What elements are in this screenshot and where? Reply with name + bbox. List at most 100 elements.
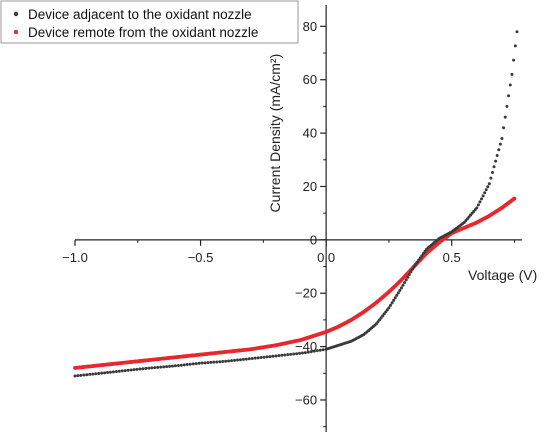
y-tick-label: −60 <box>295 392 317 407</box>
data-point-adjacent <box>492 165 496 169</box>
data-point-adjacent <box>277 354 281 358</box>
data-point-adjacent <box>404 278 408 282</box>
data-point-adjacent <box>117 369 121 373</box>
data-point-adjacent <box>274 354 278 358</box>
data-point-adjacent <box>230 359 234 363</box>
data-point-adjacent <box>73 374 77 378</box>
y-tick-label: −20 <box>295 286 317 301</box>
data-point-adjacent <box>478 200 482 204</box>
data-point-adjacent <box>224 359 228 363</box>
y-tick-label: 40 <box>303 126 317 141</box>
data-point-adjacent <box>475 206 479 210</box>
data-point-adjacent <box>153 366 157 370</box>
data-point-adjacent <box>209 360 213 364</box>
data-point-adjacent <box>497 148 501 152</box>
data-point-adjacent <box>289 352 293 356</box>
data-point-adjacent <box>82 373 86 377</box>
x-tick-label: −1.0 <box>62 250 88 265</box>
data-point-adjacent <box>502 126 506 130</box>
data-point-adjacent <box>409 270 413 274</box>
data-point-adjacent <box>417 258 421 262</box>
data-point-adjacent <box>247 357 251 361</box>
legend: Device adjacent to the oxidant nozzle De… <box>0 0 299 44</box>
data-point-adjacent <box>410 267 414 271</box>
data-point-remote <box>512 196 517 201</box>
data-point-adjacent <box>503 115 507 119</box>
data-point-adjacent <box>490 170 494 174</box>
data-point-adjacent <box>171 364 174 368</box>
data-point-adjacent <box>403 281 407 285</box>
legend-marker-remote <box>13 29 19 35</box>
data-point-adjacent <box>315 349 319 353</box>
data-point-adjacent <box>200 361 204 365</box>
data-point-adjacent <box>298 351 302 355</box>
data-point-adjacent <box>126 368 130 372</box>
data-point-adjacent <box>407 273 411 277</box>
data-point-adjacent <box>185 363 189 367</box>
data-point-adjacent <box>268 355 272 359</box>
data-point-adjacent <box>388 303 392 307</box>
data-point-adjacent <box>108 370 112 374</box>
data-point-adjacent <box>306 350 310 354</box>
x-ticks: −1.0 −0.5 0.0 0.5 <box>62 239 515 265</box>
data-point-adjacent <box>393 296 397 300</box>
x-tick-label: 0.5 <box>443 250 461 265</box>
data-point-adjacent <box>162 365 166 369</box>
data-point-adjacent <box>97 371 101 375</box>
data-point-adjacent <box>406 275 410 279</box>
data-point-adjacent <box>221 360 225 363</box>
data-point-adjacent <box>396 291 400 295</box>
data-point-adjacent <box>188 362 192 366</box>
data-point-adjacent <box>483 191 487 195</box>
data-point-adjacent <box>94 372 98 376</box>
data-point-adjacent <box>256 356 260 360</box>
series-layer <box>73 30 519 378</box>
data-point-adjacent <box>489 176 493 180</box>
data-point-adjacent <box>91 372 95 376</box>
data-point-adjacent <box>412 265 416 269</box>
data-point-adjacent <box>120 369 124 373</box>
data-point-adjacent <box>487 182 491 186</box>
data-point-adjacent <box>123 369 127 373</box>
data-point-adjacent <box>303 351 307 355</box>
data-point-adjacent <box>390 301 394 305</box>
data-point-adjacent <box>135 367 139 371</box>
data-point-adjacent <box>508 83 512 87</box>
data-point-adjacent <box>76 374 80 378</box>
data-point-adjacent <box>398 288 402 292</box>
data-point-adjacent <box>262 355 266 359</box>
data-point-adjacent <box>321 348 325 352</box>
data-point-adjacent <box>197 361 201 365</box>
data-point-adjacent <box>141 367 145 371</box>
x-axis-title: Voltage (V) <box>468 267 537 283</box>
data-point-adjacent <box>513 44 517 48</box>
data-point-adjacent <box>253 356 257 360</box>
data-point-adjacent <box>265 355 269 359</box>
data-point-adjacent <box>206 361 210 365</box>
y-tick-label: 80 <box>303 19 317 34</box>
data-point-adjacent <box>215 360 219 364</box>
data-point-adjacent <box>401 283 405 287</box>
y-axis-title: Current Density (mA/cm²) <box>267 54 283 213</box>
data-point-adjacent <box>168 364 172 368</box>
data-point-adjacent <box>212 360 216 364</box>
data-point-adjacent <box>507 94 511 98</box>
data-point-adjacent <box>484 188 488 192</box>
data-point-adjacent <box>271 354 275 358</box>
data-point-adjacent <box>218 360 222 364</box>
legend-label-adjacent: Device adjacent to the oxidant nozzle <box>28 7 252 22</box>
data-point-adjacent <box>233 358 237 362</box>
data-point-adjacent <box>150 366 154 370</box>
data-point-adjacent <box>165 365 169 369</box>
data-point-adjacent <box>159 365 163 369</box>
y-tick-label: 20 <box>303 179 317 194</box>
y-tick-label: 60 <box>303 72 317 87</box>
data-point-adjacent <box>129 368 133 372</box>
data-point-adjacent <box>300 351 304 355</box>
data-point-adjacent <box>114 370 118 374</box>
data-point-adjacent <box>500 136 504 140</box>
data-point-adjacent <box>238 358 242 362</box>
data-point-adjacent <box>156 365 160 369</box>
data-point-adjacent <box>191 362 195 366</box>
data-point-adjacent <box>85 373 89 377</box>
